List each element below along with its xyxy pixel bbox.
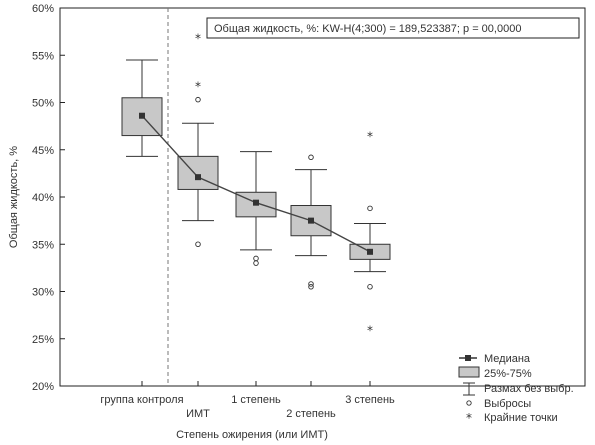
legend-median-marker — [465, 355, 471, 361]
legend-item-range: Размах без выбр. — [484, 383, 574, 395]
y-tick-label: 30% — [32, 287, 54, 299]
legend-outlier-marker — [466, 400, 472, 406]
iqr-box — [177, 155, 219, 190]
outlier-point — [308, 154, 314, 161]
extreme-point: * — [367, 130, 373, 144]
outlier-point — [195, 241, 201, 247]
y-tick-label: 25% — [32, 334, 54, 346]
points: * * * * — [195, 31, 373, 337]
x-tick-label: группа контроля — [100, 394, 183, 406]
legend-iqr-swatch — [458, 366, 480, 378]
outlier-point — [195, 96, 201, 103]
x-tick-label: 3 степень — [345, 394, 395, 406]
y-tick-label: 50% — [32, 98, 54, 110]
box-1 — [177, 122, 219, 222]
y-tick-label: 35% — [32, 239, 54, 251]
x-tick-label: 1 степень — [231, 394, 281, 406]
median-marker — [308, 217, 314, 224]
y-tick-label: 45% — [32, 145, 54, 157]
legend: Медиана 25%-75% Размах без выбр. Выбросы… — [458, 353, 574, 425]
median-marker — [367, 248, 373, 255]
outlier-point — [308, 284, 314, 290]
y-tick-label: 60% — [32, 3, 54, 15]
extreme-point: * — [367, 323, 373, 337]
outlier-point — [367, 205, 373, 212]
y-tick-label: 55% — [32, 50, 54, 62]
y-tick-label: 40% — [32, 192, 54, 204]
chart-title-box: Общая жидкость, %: KW-H(4;300) = 189,523… — [206, 17, 580, 39]
outlier-point — [253, 260, 259, 266]
outlier-point — [308, 281, 314, 287]
extreme-point: * — [195, 31, 201, 45]
median-markers — [139, 112, 373, 255]
median-marker — [253, 199, 259, 206]
x-axis-label: Степень ожирения (или ИМТ) — [176, 429, 328, 441]
y-tick-label: 20% — [32, 381, 54, 393]
median-marker — [195, 174, 201, 181]
y-axis: 20% 25% 30% 35% 40% 45% 50% 55% 60% — [32, 3, 65, 393]
plot-area — [59, 7, 586, 387]
extreme-point: * — [195, 79, 201, 93]
median-marker — [139, 112, 145, 119]
legend-item-iqr: 25%-75% — [484, 368, 532, 380]
legend-extreme-marker: * — [466, 411, 472, 425]
legend-item-median: Медиана — [484, 353, 531, 365]
x-tick-label: 2 степень — [286, 408, 336, 420]
box-4 — [349, 222, 391, 273]
legend-item-extremes: Крайние точки — [484, 412, 558, 424]
x-tick-label: ИМТ — [186, 408, 210, 420]
outlier-point — [367, 284, 373, 290]
chart-title: Общая жидкость, %: KW-H(4;300) = 189,523… — [214, 23, 521, 35]
legend-item-outliers: Выбросы — [484, 398, 531, 410]
y-axis-label: Общая жидкость, % — [8, 146, 20, 248]
